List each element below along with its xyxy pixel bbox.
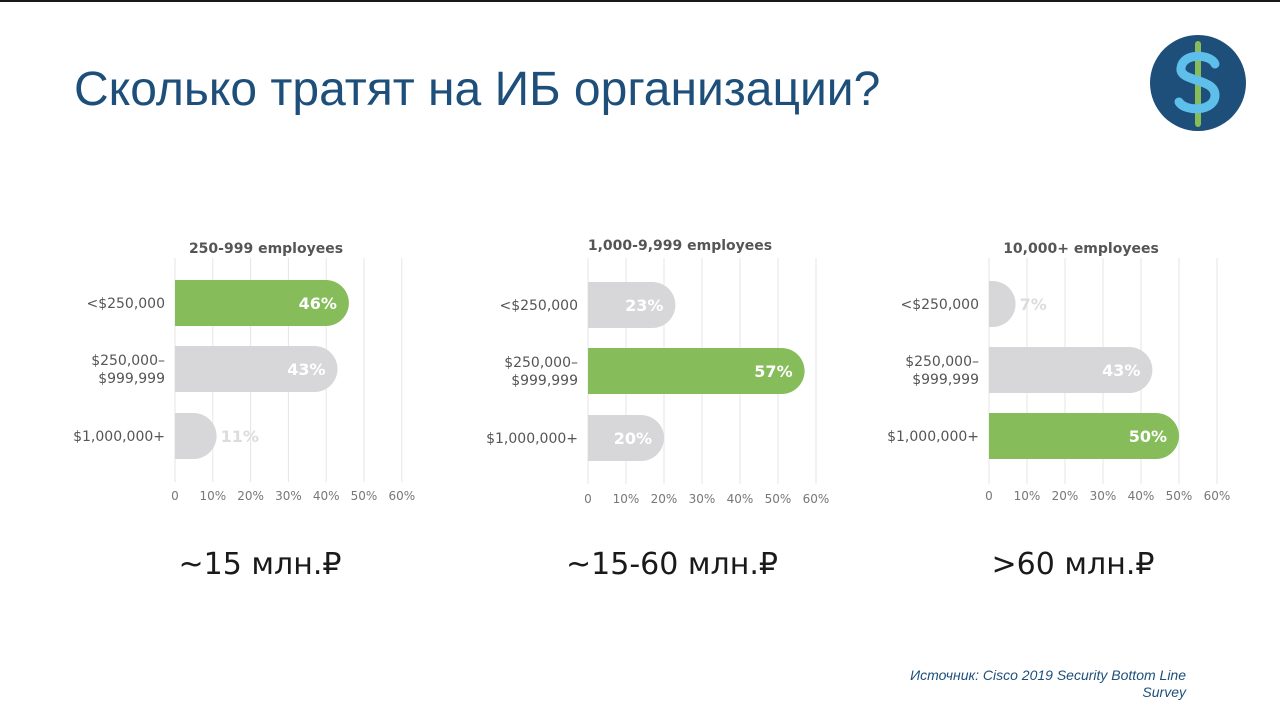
x-tick-label-3-6: 60% — [1204, 489, 1231, 503]
x-tick-label-2-4: 40% — [727, 492, 754, 506]
x-tick-label-1-4: 40% — [313, 489, 340, 503]
x-tick-label-3-0: 0 — [985, 489, 993, 503]
x-tick-label-2-1: 10% — [613, 492, 640, 506]
category-label-line: $999,999 — [912, 372, 979, 388]
category-label-line: $999,999 — [511, 373, 578, 389]
top-rule — [0, 0, 1280, 2]
slide-title: Сколько тратят на ИБ организации? — [74, 63, 881, 116]
caption-panel-3: >60 млн.₽ — [991, 547, 1155, 582]
data-label-3-3: 50% — [1129, 427, 1167, 446]
bar-3-3 — [989, 413, 1179, 459]
data-label-3-2: 43% — [1102, 361, 1140, 380]
caption-panel-2: ~15-60 млн.₽ — [566, 547, 778, 582]
source-line-2: Survey — [1142, 684, 1186, 700]
category-label-3-2: $250,000– $999,999 — [905, 354, 979, 388]
bar-2-1 — [588, 282, 676, 328]
panel-title-1: 250-999 employees — [189, 241, 343, 257]
x-tick-label-1-2: 20% — [237, 489, 264, 503]
category-label-line: $250,000– — [905, 354, 979, 370]
bar-2-2 — [588, 348, 805, 394]
bar-1-3 — [175, 413, 217, 459]
data-label-3-1: 7% — [1020, 295, 1047, 314]
source-line-1: Источник: Cisco 2019 Security Bottom Lin… — [910, 667, 1186, 683]
x-tick-label-3-2: 20% — [1052, 489, 1079, 503]
data-label-1-2: 43% — [287, 360, 325, 379]
x-tick-label-3-3: 30% — [1090, 489, 1117, 503]
data-label-1-1: 46% — [299, 294, 337, 313]
data-label-2-2: 57% — [754, 362, 792, 381]
x-tick-label-3-4: 40% — [1128, 489, 1155, 503]
category-label-3-1: <$250,000 — [900, 297, 979, 313]
x-tick-label-2-2: 20% — [651, 492, 678, 506]
x-tick-label-2-5: 50% — [765, 492, 792, 506]
x-tick-label-1-3: 30% — [275, 489, 302, 503]
panel-title-3: 10,000+ employees — [1003, 241, 1159, 257]
category-label-line: <$250,000 — [499, 298, 578, 314]
category-label-line: <$250,000 — [900, 297, 979, 313]
category-label-1-2: $250,000– $999,999 — [91, 353, 165, 387]
category-label-3-3: $1,000,000+ — [887, 429, 979, 445]
caption-panel-1: ~15 млн.₽ — [178, 547, 342, 582]
data-label-1-3: 11% — [221, 427, 259, 446]
dollar-sign-icon — [1150, 35, 1246, 131]
bar-3-2 — [989, 347, 1153, 393]
x-tick-label-1-1: 10% — [199, 489, 226, 503]
x-tick-label-1-6: 60% — [388, 489, 415, 503]
bar-1-1 — [175, 280, 349, 326]
x-tick-label-1-5: 50% — [351, 489, 378, 503]
category-label-line: $1,000,000+ — [486, 431, 578, 447]
category-label-line: $250,000– — [91, 353, 165, 369]
x-tick-label-2-0: 0 — [584, 492, 592, 506]
x-tick-label-2-3: 30% — [689, 492, 716, 506]
bar-1-2 — [175, 346, 338, 392]
data-label-2-1: 23% — [625, 296, 663, 315]
x-tick-label-3-5: 50% — [1166, 489, 1193, 503]
category-label-1-1: <$250,000 — [86, 296, 165, 312]
category-label-line: $1,000,000+ — [887, 429, 979, 445]
bar-3-1 — [989, 281, 1016, 327]
category-label-line: <$250,000 — [86, 296, 165, 312]
data-label-2-3: 20% — [614, 429, 652, 448]
category-label-line: $1,000,000+ — [73, 429, 165, 445]
category-label-2-1: <$250,000 — [499, 298, 578, 314]
category-label-1-3: $1,000,000+ — [73, 429, 165, 445]
source-note: Источник: Cisco 2019 Security Bottom Lin… — [866, 667, 1186, 701]
x-tick-label-1-0: 0 — [171, 489, 179, 503]
x-tick-label-2-6: 60% — [803, 492, 830, 506]
category-label-2-3: $1,000,000+ — [486, 431, 578, 447]
category-label-line: $250,000– — [504, 355, 578, 371]
bar-2-3 — [588, 415, 664, 461]
panel-title-2: 1,000-9,999 employees — [588, 238, 772, 254]
category-label-line: $999,999 — [98, 371, 165, 387]
x-tick-label-3-1: 10% — [1014, 489, 1041, 503]
category-label-2-2: $250,000– $999,999 — [504, 355, 578, 389]
